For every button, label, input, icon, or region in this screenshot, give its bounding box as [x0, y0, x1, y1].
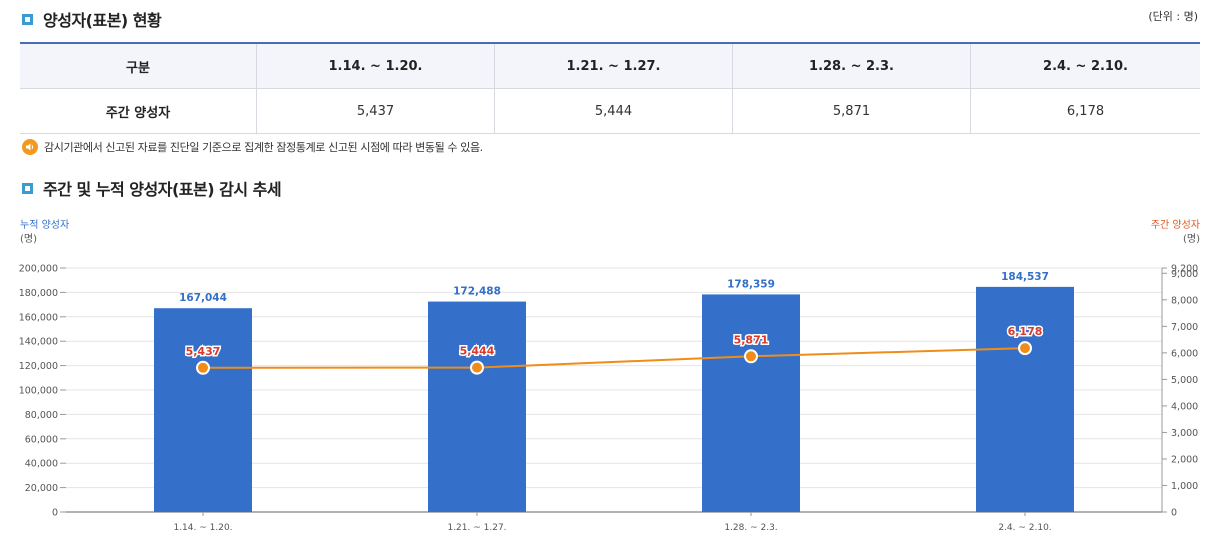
section-title-status: 양성자(표본) 현황 — [22, 7, 162, 31]
table-row: 주간 양성자 5,437 5,444 5,871 6,178 — [20, 88, 1200, 134]
line-point — [1018, 341, 1032, 356]
right-tick-label: 5,000 — [1171, 375, 1198, 386]
right-tick-label: 3,000 — [1171, 428, 1198, 439]
speaker-icon — [22, 139, 38, 155]
note-text: 감시기관에서 신고된 자료를 진단일 기준으로 집계한 잠정통계로 신고된 시점… — [44, 141, 483, 154]
left-tick-label: 0 — [52, 508, 58, 519]
left-tick-label: 100,000 — [19, 386, 58, 397]
left-tick-label: 80,000 — [25, 410, 58, 421]
title-square-icon — [22, 13, 33, 25]
left-tick-label: 140,000 — [19, 337, 58, 348]
bar — [702, 294, 800, 512]
weekly-positive-table: 구분 1.14. ~ 1.20. 1.21. ~ 1.27. 1.28. ~ 2… — [20, 42, 1200, 134]
table-cell: 5,871 — [732, 88, 971, 134]
row-label: 주간 양성자 — [20, 88, 257, 134]
right-tick-label: 6,000 — [1171, 348, 1198, 359]
bar-label: 184,537 — [1001, 271, 1049, 283]
right-tick-label: 0 — [1171, 508, 1177, 519]
line-label: 5,437 — [186, 345, 221, 358]
x-tick-label: 1.21. ~ 1.27. — [447, 523, 506, 533]
right-axis-title: 주간 양성자 (명) — [1150, 220, 1200, 245]
left-tick-label: 40,000 — [25, 459, 58, 470]
bar-label: 167,044 — [179, 292, 227, 304]
right-tick-label: 2,000 — [1171, 454, 1198, 465]
line-label: 5,444 — [460, 345, 495, 358]
bar-label: 172,488 — [453, 286, 501, 298]
table-header-row: 구분 1.14. ~ 1.20. 1.21. ~ 1.27. 1.28. ~ 2… — [20, 42, 1200, 89]
table-header: 2.4. ~ 2.10. — [970, 42, 1200, 89]
bar — [976, 286, 1074, 512]
title-square-icon — [22, 182, 33, 194]
line-point — [196, 360, 210, 375]
left-tick-label: 120,000 — [19, 361, 58, 372]
bar — [154, 308, 252, 512]
weekly-line — [202, 347, 1026, 369]
table-header: 1.28. ~ 2.3. — [732, 42, 971, 89]
x-tick-label: 2.4. ~ 2.10. — [998, 523, 1051, 533]
left-axis-title: 누적 양성자 (명) — [20, 220, 70, 245]
trend-chart: 0 20,000 40,000 60,000 80,000 100,000 120,000 1… — [19, 264, 1199, 534]
bar-label: 178,359 — [727, 278, 775, 290]
bar — [428, 301, 526, 512]
right-tick-label: 9,000 — [1171, 269, 1198, 280]
table-cell: 6,178 — [970, 88, 1200, 134]
left-tick-label: 60,000 — [25, 434, 58, 445]
table-header: 1.14. ~ 1.20. — [256, 42, 495, 89]
right-tick-label: 8,000 — [1171, 295, 1198, 306]
unit-label: (단위 : 명) — [1148, 10, 1198, 23]
right-tick-label: 9,200 — [1171, 264, 1198, 275]
left-tick-label: 160,000 — [19, 312, 58, 323]
right-tick-label: 7,000 — [1171, 322, 1198, 333]
table-header: 1.21. ~ 1.27. — [494, 42, 733, 89]
line-label: 5,871 — [734, 333, 769, 346]
left-tick-label: 200,000 — [19, 264, 58, 275]
table-cell: 5,437 — [256, 88, 495, 134]
left-tick-label: 20,000 — [25, 483, 58, 494]
line-point — [744, 349, 758, 364]
x-tick-label: 1.14. ~ 1.20. — [173, 523, 232, 533]
line-label: 6,178 — [1008, 325, 1043, 338]
right-tick-label: 4,000 — [1171, 401, 1198, 412]
section-title-trend: 주간 및 누적 양성자(표본) 감시 추세 — [22, 176, 282, 200]
line-point — [470, 360, 484, 375]
table-header: 구분 — [20, 42, 257, 89]
x-tick-label: 1.28. ~ 2.3. — [724, 523, 777, 533]
right-tick-label: 1,000 — [1171, 481, 1198, 492]
note: 감시기관에서 신고된 자료를 진단일 기준으로 집계한 잠정통계로 신고된 시점… — [22, 139, 483, 155]
table-cell: 5,444 — [494, 88, 733, 134]
left-tick-label: 180,000 — [19, 288, 58, 299]
